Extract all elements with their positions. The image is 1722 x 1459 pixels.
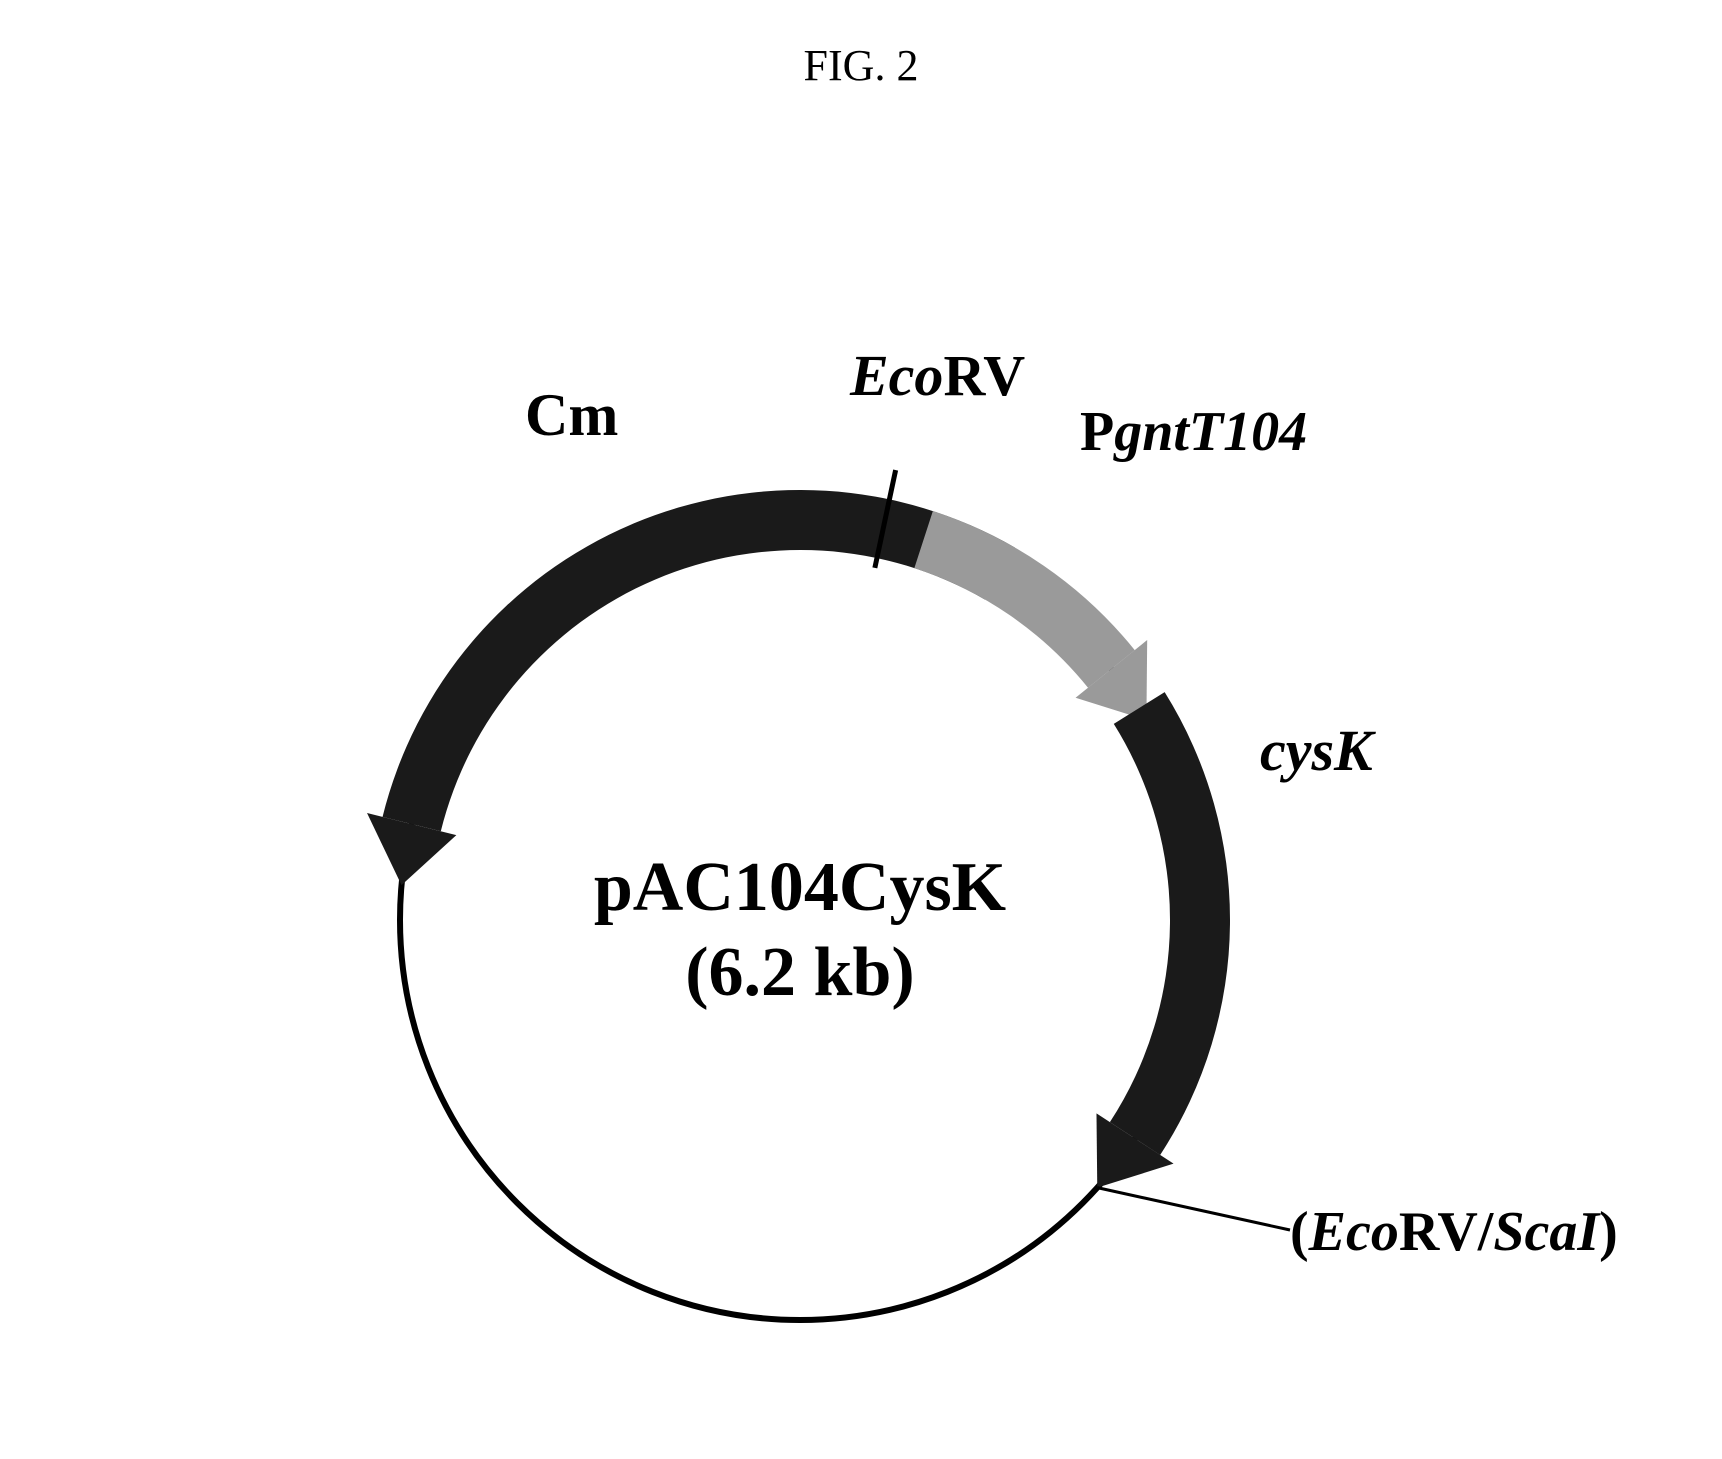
feature-label-cm: Cm: [525, 382, 618, 448]
site-label-ecorv: EcoRV: [849, 343, 1025, 408]
feature-label-cysk: cysK: [1260, 718, 1376, 783]
plasmid-name: pAC104CysK: [594, 849, 1006, 926]
site-label-ecorv-scai: (EcoRV/ScaI): [1290, 1201, 1618, 1263]
site-leader-ecorv-scai: [1097, 1188, 1290, 1230]
plasmid-size: (6.2 kb): [685, 934, 914, 1011]
feature-label-pgntt104: PgntT104: [1080, 401, 1307, 463]
figure-title: FIG. 2: [804, 41, 919, 90]
